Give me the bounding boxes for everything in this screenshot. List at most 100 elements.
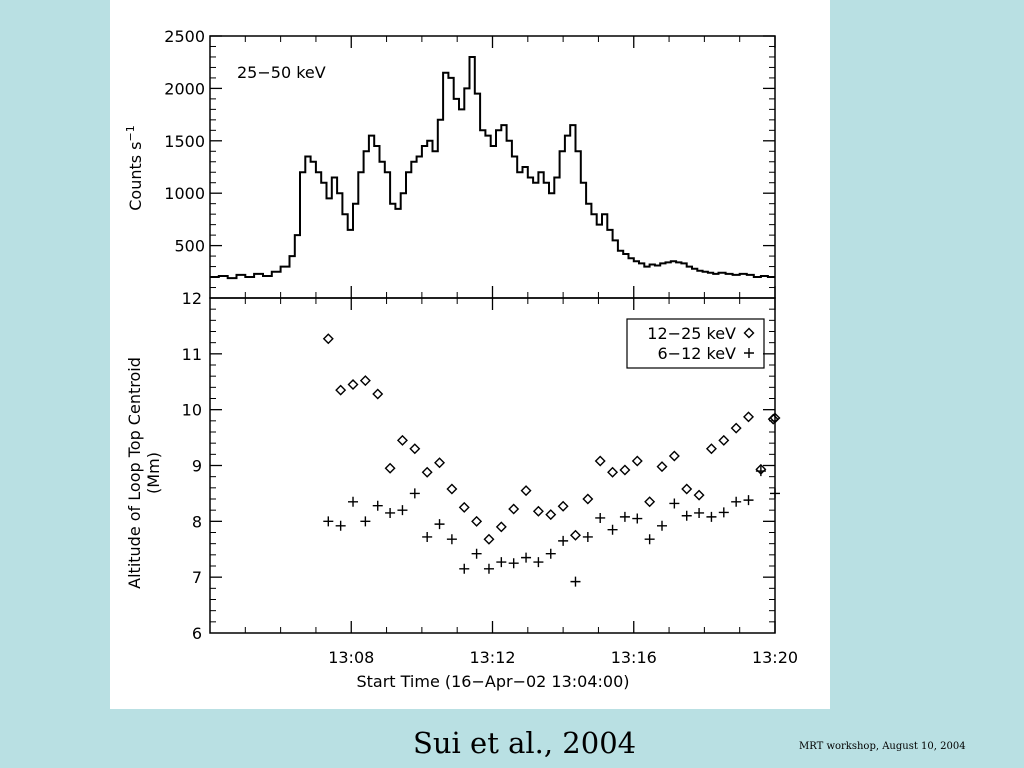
point-12-25-kev [421, 466, 433, 478]
point-12-25-kev [619, 464, 631, 476]
point-12-25-kev [471, 515, 483, 527]
counts-ytick-label: 500 [174, 237, 205, 256]
point-12-25-kev [705, 443, 717, 455]
point-12-25-kev [532, 505, 544, 517]
point-6-12-kev [731, 496, 742, 507]
altitude-xtick-label: 13:20 [752, 648, 798, 667]
point-12-25-kev [644, 496, 656, 508]
altitude-ylabel-unit: (Mm) [144, 452, 163, 494]
point-6-12-kev [483, 563, 494, 574]
point-6-12-kev [385, 507, 396, 518]
x-axis-label: Start Time (16−Apr−02 13:04:00) [356, 672, 629, 691]
point-12-25-kev [446, 483, 458, 495]
counts-ytick-label: 1000 [164, 184, 205, 203]
point-6-12-kev [348, 496, 359, 507]
point-12-25-kev [359, 375, 371, 387]
point-12-25-kev [335, 384, 347, 396]
figure-svg: 25−50 keV Counts s−1 500 1000 1500 2000 2500… [124, 27, 798, 691]
point-12-25-kev [668, 450, 680, 462]
point-6-12-kev [508, 558, 519, 569]
point-6-12-kev [521, 552, 532, 563]
altitude-xtick-label: 13:08 [328, 648, 374, 667]
altitude-ytick-label: 9 [192, 457, 202, 476]
point-12-25-kev [347, 379, 359, 391]
point-6-12-kev [471, 548, 482, 559]
legend-label-6-12: 6−12 keV [657, 344, 736, 363]
point-6-12-kev [681, 510, 692, 521]
point-12-25-kev [495, 521, 507, 533]
point-12-25-kev [520, 485, 532, 497]
point-6-12-kev [619, 511, 630, 522]
point-6-12-kev [607, 524, 618, 535]
point-12-25-kev [384, 462, 396, 474]
altitude-ylabel: Altitude of Loop Top Centroid [125, 357, 144, 589]
point-12-25-kev [718, 434, 730, 446]
point-12-25-kev [372, 388, 384, 400]
counts-ylabel: Counts s−1 [124, 125, 145, 211]
counts-plot: 25−50 keV Counts s−1 500 1000 1500 2000 2500 [124, 27, 776, 299]
point-12-25-kev [607, 466, 619, 478]
point-6-12-kev [718, 507, 729, 518]
altitude-plot: 12−25 keV 6−12 keV Altitude of Loop Top … [125, 289, 798, 691]
point-12-25-kev [631, 455, 643, 467]
point-12-25-kev [743, 411, 755, 423]
altitude-xtick-label: 13:12 [469, 648, 515, 667]
point-6-12-kev [533, 557, 544, 568]
point-6-12-kev [657, 520, 667, 531]
point-6-12-kev [434, 519, 445, 530]
footer-text: MRT workshop, August 10, 2004 [799, 741, 966, 752]
point-12-25-kev [322, 333, 334, 345]
point-12-25-kev [458, 501, 470, 513]
point-6-12-kev [372, 500, 383, 511]
counts-ytick-label: 2000 [164, 79, 205, 98]
altitude-xtick-label: 13:16 [611, 648, 657, 667]
point-6-12-kev [335, 520, 346, 531]
point-6-12-kev [323, 516, 334, 527]
citation-caption: Sui et al., 2004 [413, 726, 637, 760]
point-12-25-kev [730, 422, 742, 434]
point-12-25-kev [769, 412, 781, 424]
point-12-25-kev [557, 500, 569, 512]
point-6-12-kev [644, 534, 655, 545]
point-6-12-kev [706, 511, 717, 522]
altitude-ytick-label: 12 [182, 289, 202, 308]
point-6-12-kev [422, 531, 433, 542]
point-6-12-kev [545, 548, 556, 559]
point-12-25-kev [693, 489, 705, 501]
point-6-12-kev [397, 505, 408, 516]
point-6-12-kev [570, 576, 581, 587]
counts-ylabel-text: Counts s [126, 141, 145, 210]
point-6-12-kev [669, 498, 680, 509]
point-12-25-kev [569, 529, 581, 541]
counts-ytick-label: 1500 [164, 132, 205, 151]
point-12-25-kev [434, 457, 446, 469]
point-12-25-kev [681, 483, 693, 495]
altitude-ytick-label: 8 [192, 512, 202, 531]
point-6-12-kev [632, 513, 643, 524]
legend-label-12-25: 12−25 keV [647, 324, 736, 343]
legend-diamond-marker [743, 327, 755, 339]
counts-series-line [210, 56, 775, 280]
altitude-ytick-label: 7 [192, 568, 202, 587]
point-12-25-kev [409, 443, 421, 455]
point-12-25-kev [594, 455, 606, 467]
legend-plus-marker [744, 348, 754, 358]
point-6-12-kev [694, 507, 705, 518]
altitude-ytick-label: 10 [182, 401, 202, 420]
point-12-25-kev [508, 503, 520, 515]
figure-panel: 25−50 keV Counts s−1 500 1000 1500 2000 2500… [110, 0, 830, 709]
point-6-12-kev [446, 534, 457, 545]
counts-title: 25−50 keV [237, 63, 326, 82]
point-6-12-kev [770, 488, 780, 499]
point-12-25-kev [545, 509, 557, 521]
point-6-12-kev [409, 488, 420, 499]
altitude-ytick-label: 11 [182, 345, 202, 364]
point-6-12-kev [755, 466, 766, 477]
point-12-25-kev [582, 493, 594, 505]
point-6-12-kev [743, 495, 754, 506]
legend-box [626, 318, 765, 369]
point-6-12-kev [360, 516, 371, 527]
counts-ytick-label: 2500 [164, 27, 205, 46]
point-12-25-kev [483, 533, 495, 545]
point-12-25-kev [396, 434, 408, 446]
